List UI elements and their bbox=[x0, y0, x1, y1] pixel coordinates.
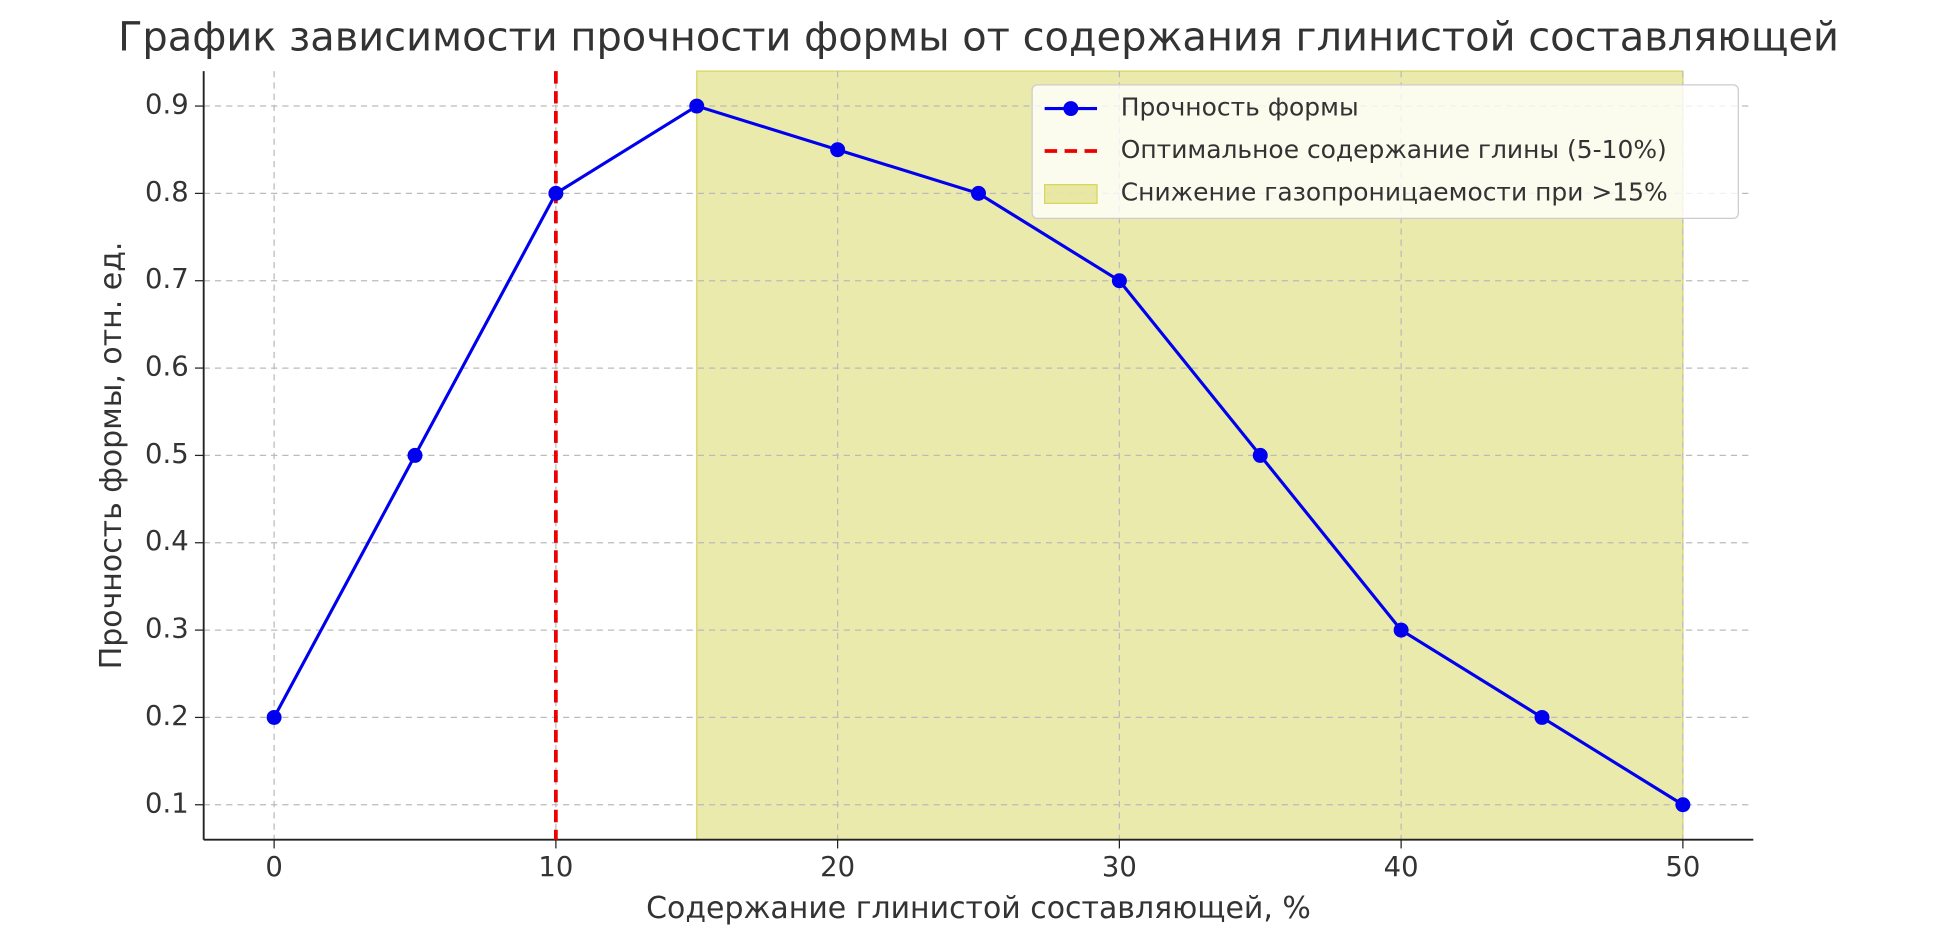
x-tick-label: 30 bbox=[1102, 852, 1137, 883]
y-tick-label: 0.7 bbox=[145, 264, 189, 295]
data-point bbox=[1534, 709, 1550, 725]
x-tick-label: 0 bbox=[265, 852, 282, 883]
x-axis-label: Содержание глинистой составляющей, % bbox=[646, 891, 1311, 926]
legend-box bbox=[1031, 84, 1739, 219]
legend-marker bbox=[1063, 101, 1079, 117]
data-point bbox=[971, 185, 986, 201]
data-point bbox=[689, 98, 705, 114]
x-tick-label: 50 bbox=[1665, 852, 1700, 883]
y-tick-label: 0.8 bbox=[145, 177, 189, 208]
legend-label: Снижение газопроницаемости при >15% bbox=[1121, 177, 1668, 206]
y-axis-label: Прочность формы, отн. ед. bbox=[94, 242, 129, 670]
x-tick-label: 40 bbox=[1384, 852, 1419, 883]
legend-swatch bbox=[1044, 184, 1098, 204]
y-tick-label: 0.3 bbox=[145, 614, 189, 645]
x-tick-label: 10 bbox=[538, 852, 573, 883]
legend-label: Прочность формы bbox=[1121, 93, 1359, 122]
x-tick-label: 20 bbox=[820, 852, 855, 883]
data-point bbox=[548, 185, 564, 201]
data-point bbox=[830, 142, 846, 158]
y-tick-label: 0.2 bbox=[145, 701, 189, 732]
data-point bbox=[1675, 797, 1691, 813]
chart-title: График зависимости прочности формы от со… bbox=[118, 14, 1839, 60]
data-point bbox=[1111, 273, 1127, 289]
y-tick-label: 0.5 bbox=[145, 439, 189, 470]
y-tick-label: 0.4 bbox=[145, 526, 189, 557]
data-point bbox=[1252, 447, 1268, 463]
data-point bbox=[1393, 622, 1409, 638]
legend-label: Оптимальное содержание глины (5-10%) bbox=[1121, 135, 1667, 164]
y-tick-label: 0.1 bbox=[145, 788, 189, 819]
data-point bbox=[266, 709, 282, 725]
y-tick-label: 0.9 bbox=[145, 90, 189, 121]
y-tick-label: 0.6 bbox=[145, 352, 189, 383]
data-point bbox=[407, 447, 423, 463]
